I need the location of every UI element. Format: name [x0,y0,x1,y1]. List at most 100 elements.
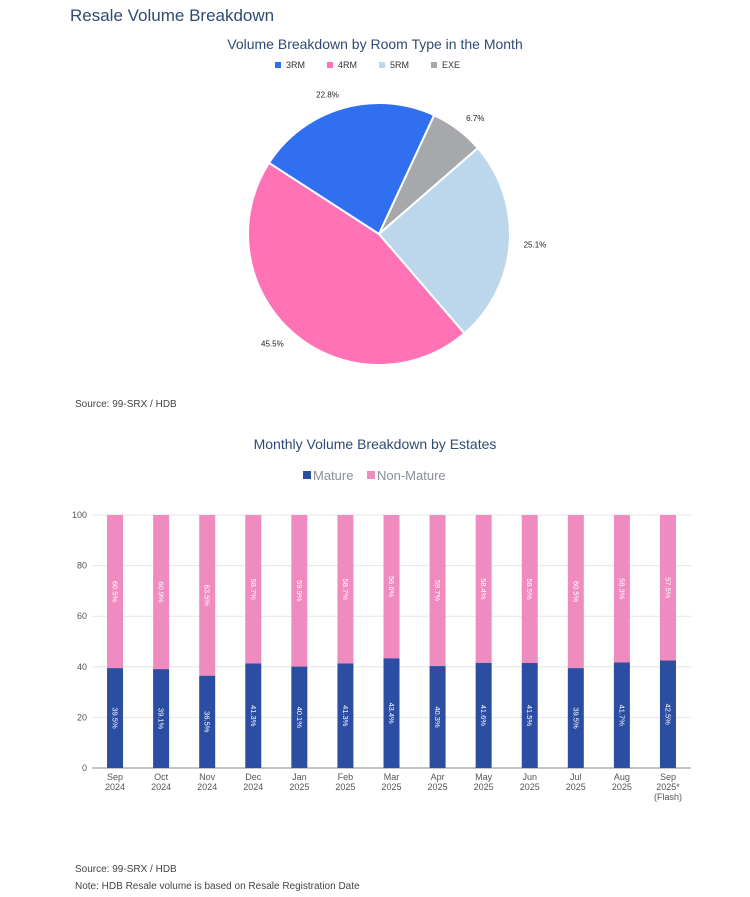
pie-legend-label-4rm: 4RM [338,60,357,70]
bar-value-label: 58.7% [341,579,350,601]
bar-segment-mature [429,666,446,768]
pie-legend-label-5rm: 5RM [390,60,409,70]
bar-segment-non-mature [153,515,170,670]
pie-chart-title: Volume Breakdown by Room Type in the Mon… [227,36,523,52]
x-tick-label: Nov 2024 [197,772,217,792]
pie-slice-3rm [267,102,436,236]
pie-legend-label-exe: EXE [442,60,460,70]
pie-label-exe: 6.7% [466,114,484,123]
pie-chart: 45.5% 22.8% 6.7% 25.1% [247,91,547,366]
y-tick-label: 80 [77,561,87,571]
bar-segment-mature [475,662,492,768]
bar-value-label: 57.5% [663,577,672,599]
bar-value-label: 59.7% [433,580,442,602]
pie-slice-5rm [377,146,511,335]
page-heading: Resale Volume Breakdown [70,6,275,25]
y-tick-label: 60 [77,611,87,621]
bar-value-label: 39.1% [157,708,166,730]
pie-label-3rm: 22.8% [316,91,339,100]
pie-source: Source: 99-SRX / HDB [75,399,177,410]
bar-value-label: 56.6% [387,576,396,598]
note-text: Note: HDB Resale volume is based on Resa… [75,881,360,892]
bar-segment-mature [383,658,400,768]
bar-value-label: 42.5% [663,704,672,726]
bar-value-label: 40.1% [295,707,304,729]
bar-segment-mature [521,663,538,768]
bar-value-label: 41.3% [249,705,258,727]
pie-label-5rm: 25.1% [524,240,547,249]
bar-segment-non-mature [245,515,262,664]
x-tick-label: Mar 2025 [381,772,401,792]
x-tick-label: Apr 2025 [428,772,448,792]
x-tick-label: Aug 2025 [612,772,632,792]
bar-segment-mature [567,668,584,768]
x-tick-label: Feb 2025 [335,772,355,792]
bar-value-label: 41.5% [525,705,534,727]
bar-value-label: 43.4% [387,702,396,724]
bar-segment-mature [291,666,308,768]
pie-legend-swatch-5rm [379,62,385,68]
y-tick-label: 100 [72,510,87,520]
bar-segment-mature [153,669,170,768]
x-tick-label: Oct 2024 [151,772,171,792]
bar-segment-non-mature [429,515,446,667]
bar-segment-non-mature [521,515,538,664]
x-tick-label: Jul 2025 [566,772,586,792]
bar-segment-mature [613,662,630,768]
bar-segment-non-mature [337,515,354,664]
bar-chart-title: Monthly Volume Breakdown by Estates [253,436,497,452]
bar-legend-label-non-mature: Non-Mature [377,468,446,483]
x-tick-label: Sep 2024 [105,772,125,792]
bar-segment-non-mature [659,515,676,661]
bar-value-label: 39.5% [111,707,120,729]
x-tick-label: Jun 2025 [520,772,540,792]
bar-value-label: 58.7% [249,579,258,601]
y-tick-label: 0 [82,763,87,773]
stacked-bar-chart: 0 20 40 60 80 100 39.5% 60.5% Sep 2024 39.1% 60.9% O… [72,510,691,802]
bar-legend-swatch-mature [303,471,311,479]
pie-label-4rm: 45.5% [261,339,284,348]
bar-value-label: 60.9% [157,581,166,603]
bar-legend-label-mature: Mature [313,468,353,483]
pie-slice-4rm [247,161,466,366]
bar-value-label: 41.7% [617,705,626,727]
bar-segment-non-mature [107,515,124,669]
bar-segment-mature [337,663,354,768]
bar-value-label: 41.6% [479,705,488,727]
bar-value-label: 36.5% [203,711,212,733]
x-tick-label: Jan 2025 [289,772,309,792]
bar-segment-non-mature [291,515,308,667]
bar-segment-mature [659,660,676,768]
pie-legend: 3RM 4RM 5RM EXE [275,60,460,70]
bar-segment-mature [245,663,262,768]
bar-segment-mature [107,668,124,768]
bar-segment-non-mature [383,515,400,659]
bar-segment-non-mature [567,515,584,669]
bar-value-label: 60.5% [571,581,580,603]
x-tick-label: Sep 2025* (Flash) [654,772,682,802]
bar-value-label: 39.5% [571,707,580,729]
pie-legend-label-3rm: 3RM [286,60,305,70]
bar-source: Source: 99-SRX / HDB [75,864,177,875]
pie-legend-swatch-3rm [275,62,281,68]
pie-legend-swatch-4rm [327,62,333,68]
bar-segment-non-mature [475,515,492,663]
bar-value-label: 60.5% [111,581,120,603]
x-tick-label: Dec 2024 [243,772,263,792]
bar-legend-swatch-non-mature [367,471,375,479]
bar-value-label: 58.3% [617,578,626,600]
bar-segment-mature [199,675,216,768]
y-tick-label: 20 [77,712,87,722]
bar-value-label: 58.5% [525,578,534,600]
bar-legend: Mature Non-Mature [303,468,446,483]
bar-value-label: 58.4% [479,578,488,600]
pie-legend-swatch-exe [431,62,437,68]
bar-value-label: 63.5% [203,585,212,607]
bar-segment-non-mature [199,515,216,676]
x-tick-label: May 2025 [474,772,494,792]
bar-segment-non-mature [613,515,630,663]
y-tick-label: 40 [77,662,87,672]
bar-value-label: 59.9% [295,580,304,602]
bar-value-label: 41.3% [341,705,350,727]
bar-value-label: 40.3% [433,706,442,728]
